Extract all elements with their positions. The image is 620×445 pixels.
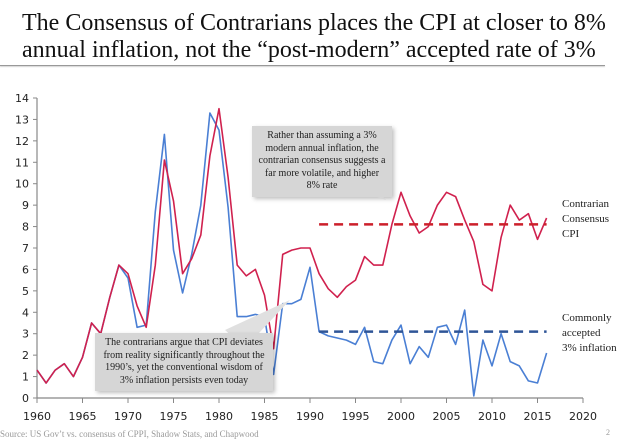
y-tick-label: 10 [15, 178, 29, 191]
x-tick-label: 2015 [524, 410, 552, 423]
y-tick-label: 1 [22, 371, 29, 384]
y-tick-label: 4 [22, 306, 29, 319]
y-tick-label: 0 [22, 392, 29, 405]
legend-official: Commonly accepted 3% inflation [562, 311, 617, 356]
slide-title: The Consensus of Contrarians places the … [22, 10, 612, 64]
contrarian-cpi-line [36, 107, 548, 384]
x-tick-label: 1965 [69, 410, 97, 423]
title-divider [0, 65, 605, 66]
x-tick-label: 1960 [23, 410, 51, 423]
y-tick-label: 14 [15, 92, 29, 105]
legend-official-line-3: 3% inflation [562, 342, 617, 354]
title-line-1: The Consensus of Contrarians places the … [22, 10, 606, 36]
legend-contrarian-line-1: Contrarian [562, 198, 610, 210]
y-tick-label: 12 [15, 135, 29, 148]
title-line-2: annual inflation, not the “post-modern” … [22, 37, 596, 63]
y-tick-label: 7 [22, 242, 29, 255]
series-group [36, 107, 548, 397]
x-tick-label: 1975 [160, 410, 188, 423]
x-tick-label: 1980 [205, 410, 233, 423]
x-tick-label: 2005 [433, 410, 461, 423]
legend-official-line-1: Commonly [562, 312, 612, 324]
source-note: Source: US Gov’t vs. consensus of CPPI, … [0, 429, 259, 439]
x-tick-label: 2010 [478, 410, 506, 423]
official-cpi-line [36, 112, 548, 397]
legend-contrarian: Contrarian Consensus CPI [562, 197, 609, 242]
x-tick-label: 1990 [296, 410, 324, 423]
legend-contrarian-line-3: CPI [562, 228, 580, 240]
x-tick-label: 1970 [114, 410, 142, 423]
y-tick-label: 13 [15, 113, 29, 126]
x-tick-label: 2020 [569, 410, 597, 423]
y-tick-label: 3 [22, 328, 29, 341]
legend-contrarian-line-2: Consensus [562, 213, 610, 225]
page-number: 2 [606, 428, 610, 437]
legend-official-line-2: accepted [562, 327, 601, 339]
y-tick-label: 9 [22, 199, 29, 212]
callout-bottom-text: The contrarians argue that CPI deviates … [103, 337, 265, 386]
callout-bottom: The contrarians argue that CPI deviates … [95, 333, 273, 391]
y-tick-label: 8 [22, 221, 29, 234]
x-tick-label: 1985 [251, 410, 279, 423]
y-tick-label: 2 [22, 349, 29, 362]
y-tick-label: 6 [22, 263, 29, 276]
callout-top-text: Rather than assuming a 3% modern annual … [258, 130, 386, 191]
x-tick-label: 1995 [342, 410, 370, 423]
y-tick-label: 11 [15, 156, 29, 169]
y-tick-label: 5 [22, 285, 29, 298]
x-tick-label: 2000 [387, 410, 415, 423]
callout-top: Rather than assuming a 3% modern annual … [252, 126, 392, 197]
